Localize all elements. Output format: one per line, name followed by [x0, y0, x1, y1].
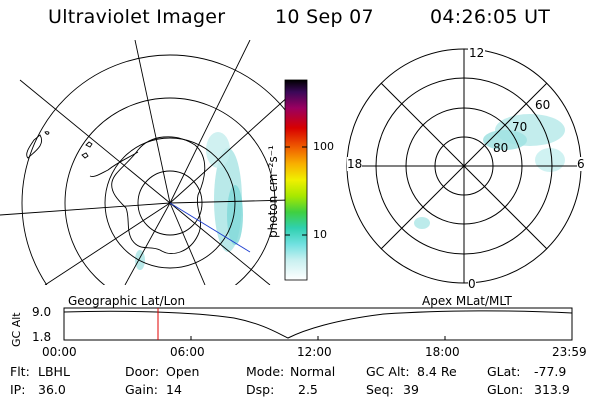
timeline-x-tick-0000: 00:00	[42, 345, 77, 359]
app-title: Ultraviolet Imager	[48, 6, 226, 28]
mlat-label-60: 60	[535, 98, 551, 112]
colorbar-tick-10: 10	[313, 228, 327, 241]
mlt-label-12: 12	[468, 46, 486, 60]
header-date: 10 Sep 07	[275, 6, 374, 28]
header-time: 04:26:05 UT	[430, 6, 551, 28]
timeline-y-label: GC Alt	[10, 312, 23, 347]
gain-label: Gain:	[125, 382, 158, 397]
colorbar-label: photon cm⁻²s⁻¹	[266, 145, 280, 238]
glon-value: 313.9	[534, 382, 570, 397]
local-time-meridian	[169, 202, 251, 253]
aurora-emission-right	[414, 114, 565, 229]
timeline-x-tick-0600: 06:00	[170, 345, 205, 359]
flt-label: Flt:	[10, 364, 30, 379]
seq-value: 39	[403, 382, 419, 397]
altitude-timeline	[63, 307, 573, 341]
dsp-value: 2.5	[298, 382, 318, 397]
flt-value: LBHL	[38, 364, 70, 379]
door-label: Door:	[125, 364, 160, 379]
gain-value: 14	[166, 382, 182, 397]
glat-label: GLat:	[487, 364, 521, 379]
ip-label: IP:	[10, 382, 26, 397]
timeline-right-label: Apex MLat/MLT	[422, 294, 512, 308]
colorbar	[284, 79, 308, 281]
mode-value: Normal	[290, 364, 336, 379]
timeline-x-tick-2359: 23:59	[552, 345, 587, 359]
timeline-x-tick-1800: 18:00	[425, 345, 460, 359]
mlat-label-70: 70	[512, 120, 528, 134]
dsp-label: Dsp:	[246, 382, 275, 397]
seq-label: Seq:	[366, 382, 394, 397]
gcalt-value: 8.4 Re	[417, 364, 457, 379]
mode-label: Mode:	[246, 364, 285, 379]
timeline-x-tick-1200: 12:00	[297, 345, 332, 359]
ip-value: 36.0	[38, 382, 66, 397]
colorbar-tick-100: 100	[313, 140, 334, 153]
timeline-y-tick-top: 9.0	[32, 305, 52, 319]
timeline-y-tick-bottom: 1.8	[32, 330, 52, 344]
geographic-map	[0, 40, 290, 285]
mlt-label-0: 0	[468, 277, 476, 291]
glat-value: -77.9	[534, 364, 567, 379]
door-value: Open	[166, 364, 200, 379]
mlat-label-80: 80	[493, 141, 509, 155]
polar-mlt-plot	[346, 48, 582, 284]
mlt-label-18: 18	[347, 157, 363, 171]
glon-label: GLon:	[487, 382, 524, 397]
gcalt-label: GC Alt:	[366, 364, 410, 379]
timeline-left-label: Geographic Lat/Lon	[68, 294, 186, 308]
mlt-label-6: 6	[577, 157, 585, 171]
aurora-emission-left	[135, 132, 243, 270]
